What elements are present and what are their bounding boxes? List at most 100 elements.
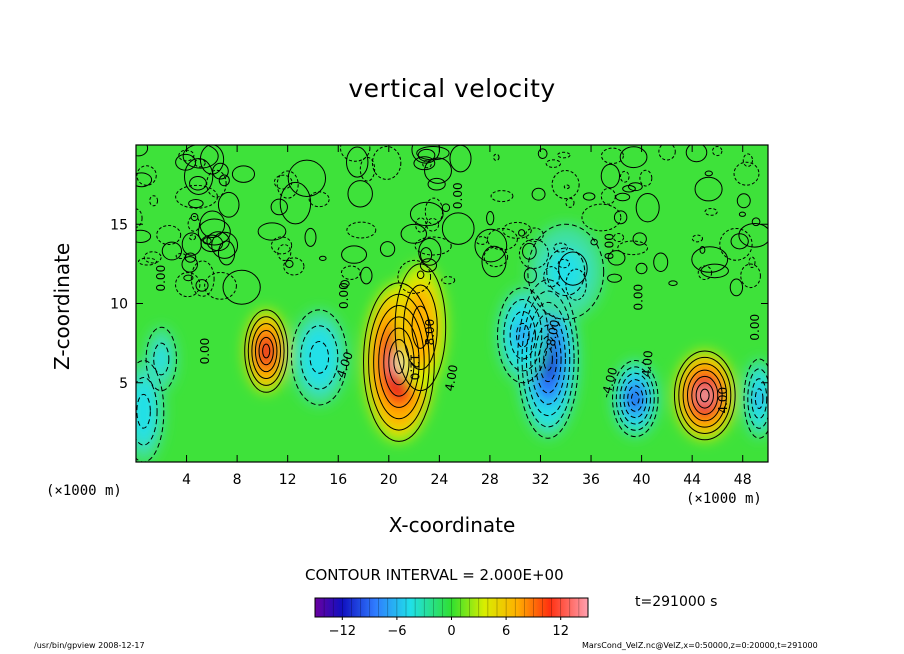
noise-contour-34 bbox=[738, 211, 746, 217]
noise-contour-99 bbox=[635, 262, 648, 275]
colorbar-tick-label-3: 6 bbox=[502, 624, 510, 639]
noise-contour-23 bbox=[136, 172, 153, 188]
contour-ring-2-3 bbox=[251, 323, 282, 380]
noise-contour-118 bbox=[748, 256, 756, 269]
contour-label-9: 4.00 bbox=[639, 350, 655, 378]
noise-contour-10 bbox=[730, 233, 749, 250]
x-axis-unit-right: (×1000 m) bbox=[686, 491, 762, 507]
contour-label-7: -8.00 bbox=[543, 319, 562, 352]
noise-contour-151 bbox=[190, 260, 215, 297]
noise-contour-109 bbox=[189, 176, 207, 191]
noise-contour-107 bbox=[490, 190, 514, 203]
contour-ring-7-4 bbox=[515, 322, 530, 348]
x-tick-label-20: 20 bbox=[380, 472, 398, 488]
noise-contour-147 bbox=[712, 145, 723, 157]
contour-ring-6-1 bbox=[517, 279, 579, 439]
noise-contour-11 bbox=[415, 217, 427, 233]
contour-ring-6-4 bbox=[530, 313, 566, 405]
noise-contour-96 bbox=[371, 145, 402, 180]
x-axis-ticks: 4 8 12 16 20 24 28 32 36 40 44 48 bbox=[182, 145, 752, 488]
noise-contour-98 bbox=[617, 240, 649, 256]
time-label: t=291000 s bbox=[635, 594, 718, 610]
noise-contour-129 bbox=[283, 257, 305, 276]
noise-contour-158 bbox=[691, 246, 729, 273]
noise-contour-20 bbox=[441, 276, 456, 285]
y-tick-label-15: 15 bbox=[110, 217, 128, 233]
contour-ring-9-3 bbox=[619, 372, 651, 425]
contour-ring-6-2 bbox=[521, 290, 575, 428]
noise-contour-67 bbox=[607, 273, 622, 283]
noise-contour-84 bbox=[729, 278, 744, 297]
noise-contour-124 bbox=[427, 177, 446, 191]
noise-contour-51 bbox=[340, 145, 371, 162]
noise-contour-155 bbox=[217, 240, 236, 266]
x-tick-label-40: 40 bbox=[633, 472, 651, 488]
colorbar-tick-label-1: −6 bbox=[387, 624, 406, 639]
noise-contour-65 bbox=[422, 160, 432, 169]
noise-contour-78 bbox=[270, 198, 288, 216]
contour-ring-10-2 bbox=[678, 356, 732, 434]
noise-contour-93 bbox=[704, 207, 718, 216]
x-tick-label-28: 28 bbox=[481, 472, 499, 488]
noise-contour-104 bbox=[379, 241, 396, 257]
contour-label-3: 8.00 bbox=[423, 319, 437, 346]
noise-contour-94 bbox=[531, 187, 546, 201]
contour-ring-9-5 bbox=[627, 385, 644, 412]
noise-contour-137 bbox=[639, 169, 653, 187]
noise-contour-85 bbox=[607, 250, 626, 266]
contour-label-6: 0.00 bbox=[451, 182, 465, 209]
x-tick-label-48: 48 bbox=[734, 472, 752, 488]
contour-ring-10-3 bbox=[682, 363, 727, 428]
noise-contour-132 bbox=[581, 203, 622, 232]
noise-contour-86 bbox=[474, 228, 508, 263]
noise-contour-66 bbox=[622, 185, 636, 193]
contour-ring-4-5 bbox=[383, 327, 415, 397]
noise-contour-69 bbox=[136, 165, 157, 186]
contour-ring-2-6 bbox=[262, 343, 271, 359]
noise-contour-58 bbox=[525, 227, 544, 243]
contour-ring-5-2 bbox=[403, 284, 438, 371]
noise-contour-50 bbox=[691, 234, 703, 243]
contour-ring-10-5 bbox=[691, 375, 719, 415]
noise-contour-29 bbox=[619, 146, 648, 169]
noise-contour-45 bbox=[628, 182, 643, 192]
contour-ring-10-6 bbox=[695, 382, 714, 409]
noise-contour-105 bbox=[346, 221, 377, 239]
contour-label-14: 0.00 bbox=[632, 284, 646, 311]
noise-contour-112 bbox=[211, 231, 239, 259]
noise-contour-49 bbox=[600, 147, 624, 164]
noise-contour-79 bbox=[190, 213, 199, 222]
contour-ring-10-1 bbox=[673, 350, 736, 441]
contour-ring-5-3 bbox=[411, 305, 430, 349]
chart-title: vertical velocity bbox=[348, 74, 556, 103]
y-tick-label-5: 5 bbox=[119, 376, 128, 392]
noise-contour-142 bbox=[738, 222, 768, 248]
noise-contour-44 bbox=[304, 227, 317, 247]
noise-contour-119 bbox=[414, 236, 452, 256]
noise-contour-56 bbox=[222, 269, 261, 305]
noise-contour-32 bbox=[156, 224, 182, 246]
noise-contour-72 bbox=[231, 165, 256, 183]
contour-ring-2-2 bbox=[247, 316, 285, 386]
colorbar-tick-label-0: −12 bbox=[329, 624, 356, 639]
noise-contour-14 bbox=[257, 222, 287, 241]
noise-contour-145 bbox=[195, 279, 209, 292]
noise-contour-35 bbox=[273, 174, 293, 190]
contour-ring-4-4 bbox=[378, 316, 420, 408]
contour-ring-9-1 bbox=[612, 360, 659, 438]
x-tick-label-44: 44 bbox=[683, 472, 701, 488]
noise-contour-126 bbox=[551, 170, 580, 200]
noise-contour-25 bbox=[183, 274, 194, 282]
noise-contour-82 bbox=[742, 153, 753, 167]
noise-contour-9 bbox=[416, 270, 425, 280]
noise-contour-149 bbox=[360, 266, 373, 285]
plot-background bbox=[136, 145, 768, 462]
noise-contour-141 bbox=[565, 268, 587, 301]
x-tick-label-24: 24 bbox=[430, 472, 448, 488]
noise-contour-17 bbox=[699, 245, 706, 254]
noise-contour-52 bbox=[419, 258, 438, 273]
noise-contour-123 bbox=[143, 251, 162, 264]
noise-contour-42 bbox=[685, 145, 708, 163]
contour-ring-2-1 bbox=[244, 309, 289, 393]
x-tick-label-36: 36 bbox=[582, 472, 600, 488]
